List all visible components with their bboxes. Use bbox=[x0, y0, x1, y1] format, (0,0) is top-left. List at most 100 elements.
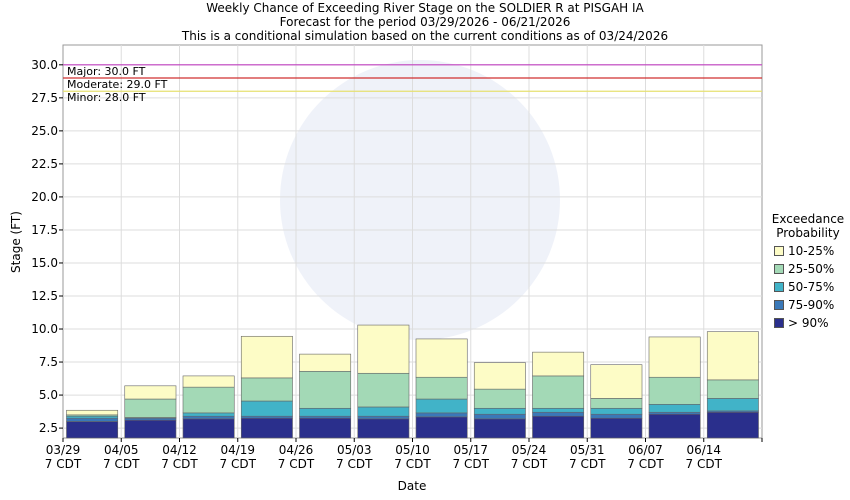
bar-segment bbox=[415, 412, 468, 418]
legend-label: 50-75% bbox=[788, 280, 835, 294]
x-time-label: 7 CDT bbox=[220, 457, 257, 471]
legend-item: 25-50% bbox=[766, 260, 850, 278]
x-time-label: 7 CDT bbox=[103, 457, 140, 471]
bar-segment bbox=[590, 407, 643, 415]
bar-segment bbox=[415, 416, 468, 439]
x-time-label: 7 CDT bbox=[511, 457, 548, 471]
bar-segment bbox=[299, 370, 352, 409]
bar-segment bbox=[532, 407, 585, 413]
x-time-label: 7 CDT bbox=[627, 457, 664, 471]
y-tick-label: 7.5 bbox=[39, 355, 58, 369]
legend-label: 25-50% bbox=[788, 262, 835, 276]
x-tick-label: 04/26 bbox=[279, 443, 314, 457]
y-tick-label: 15.0 bbox=[31, 256, 58, 270]
bar-segment bbox=[240, 335, 293, 379]
legend-title: Exceedance Probability bbox=[771, 212, 845, 240]
bar-segment bbox=[240, 417, 293, 439]
y-tick-label: 22.5 bbox=[31, 157, 58, 171]
watermark bbox=[280, 60, 560, 340]
x-tick-label: 05/03 bbox=[337, 443, 372, 457]
x-tick-label: 03/29 bbox=[46, 443, 81, 457]
flood-label: Moderate: 29.0 FT bbox=[67, 78, 168, 91]
x-time-label: 7 CDT bbox=[45, 457, 82, 471]
bar-segment bbox=[182, 386, 235, 414]
bar-segment bbox=[415, 398, 468, 414]
x-time-label: 7 CDT bbox=[394, 457, 431, 471]
bar-segment bbox=[648, 376, 701, 405]
bar-segment bbox=[473, 362, 526, 390]
legend-swatch bbox=[774, 246, 784, 256]
legend-swatch bbox=[774, 282, 784, 292]
legend-label: > 90% bbox=[788, 316, 829, 330]
bar-segment bbox=[648, 336, 701, 378]
legend-label: 75-90% bbox=[788, 298, 835, 312]
y-axis-label: Stage (FT) bbox=[9, 211, 23, 273]
bar-segment bbox=[532, 375, 585, 409]
x-time-label: 7 CDT bbox=[453, 457, 490, 471]
bar-segment bbox=[124, 419, 177, 439]
legend: Exceedance Probability 10-25% 25-50% 50-75… bbox=[766, 212, 850, 332]
x-tick-label: 05/31 bbox=[570, 443, 605, 457]
y-tick-label: 20.0 bbox=[31, 190, 58, 204]
bar-segment bbox=[240, 400, 293, 417]
bar-segment bbox=[240, 377, 293, 402]
bar-segment bbox=[299, 417, 352, 439]
legend-item: 75-90% bbox=[766, 296, 850, 314]
y-tick-label: 12.5 bbox=[31, 289, 58, 303]
legend-swatch bbox=[774, 318, 784, 328]
x-tick-label: 04/19 bbox=[220, 443, 255, 457]
x-time-label: 7 CDT bbox=[686, 457, 723, 471]
x-tick-label: 05/10 bbox=[395, 443, 430, 457]
legend-item: 10-25% bbox=[766, 242, 850, 260]
legend-item: > 90% bbox=[766, 314, 850, 332]
bar-segment bbox=[532, 415, 585, 439]
legend-swatch bbox=[774, 300, 784, 310]
bar-segment bbox=[357, 406, 410, 417]
y-tick-label: 27.5 bbox=[31, 91, 58, 105]
bar-segment bbox=[299, 353, 352, 372]
bar-segment bbox=[357, 372, 410, 408]
bar-segment bbox=[590, 417, 643, 439]
bar-segment bbox=[590, 413, 643, 419]
bar-segment bbox=[648, 404, 701, 413]
bar-segment bbox=[706, 398, 759, 412]
bar-segment bbox=[357, 418, 410, 439]
bar-segment bbox=[182, 412, 235, 417]
x-time-label: 7 CDT bbox=[161, 457, 198, 471]
bar-segment bbox=[66, 409, 119, 416]
chart-subtitle: Forecast for the period 03/29/2026 - 06/… bbox=[280, 15, 571, 29]
x-tick-label: 05/17 bbox=[453, 443, 488, 457]
bar-segment bbox=[706, 331, 759, 381]
bar-segment bbox=[124, 385, 177, 400]
bar-segment bbox=[357, 415, 410, 420]
bar-segment bbox=[706, 411, 759, 439]
flood-label: Major: 30.0 FT bbox=[67, 65, 146, 78]
bar-segment bbox=[473, 418, 526, 439]
x-tick-label: 06/14 bbox=[686, 443, 721, 457]
bar-segment bbox=[473, 388, 526, 409]
x-tick-label: 04/05 bbox=[104, 443, 139, 457]
x-axis-label: Date bbox=[398, 479, 427, 493]
bar-segment bbox=[532, 351, 585, 377]
y-tick-label: 25.0 bbox=[31, 124, 58, 138]
bar-segment bbox=[299, 407, 352, 417]
bar-segment bbox=[66, 421, 119, 439]
flood-label: Minor: 28.0 FT bbox=[67, 91, 146, 104]
bar-segment bbox=[182, 415, 235, 420]
bar-segment bbox=[590, 398, 643, 409]
bar-segment bbox=[124, 398, 177, 418]
chart-title: Weekly Chance of Exceeding River Stage o… bbox=[206, 1, 644, 15]
x-time-label: 7 CDT bbox=[336, 457, 373, 471]
bar-segment bbox=[473, 413, 526, 420]
bar-segment bbox=[415, 338, 468, 378]
x-tick-label: 04/12 bbox=[162, 443, 197, 457]
y-tick-label: 2.5 bbox=[39, 421, 58, 435]
bar-segment bbox=[590, 364, 643, 399]
x-time-label: 7 CDT bbox=[569, 457, 606, 471]
x-time-label: 7 CDT bbox=[278, 457, 315, 471]
legend-item: 50-75% bbox=[766, 278, 850, 296]
bar-segment bbox=[532, 411, 585, 417]
y-tick-label: 17.5 bbox=[31, 223, 58, 237]
